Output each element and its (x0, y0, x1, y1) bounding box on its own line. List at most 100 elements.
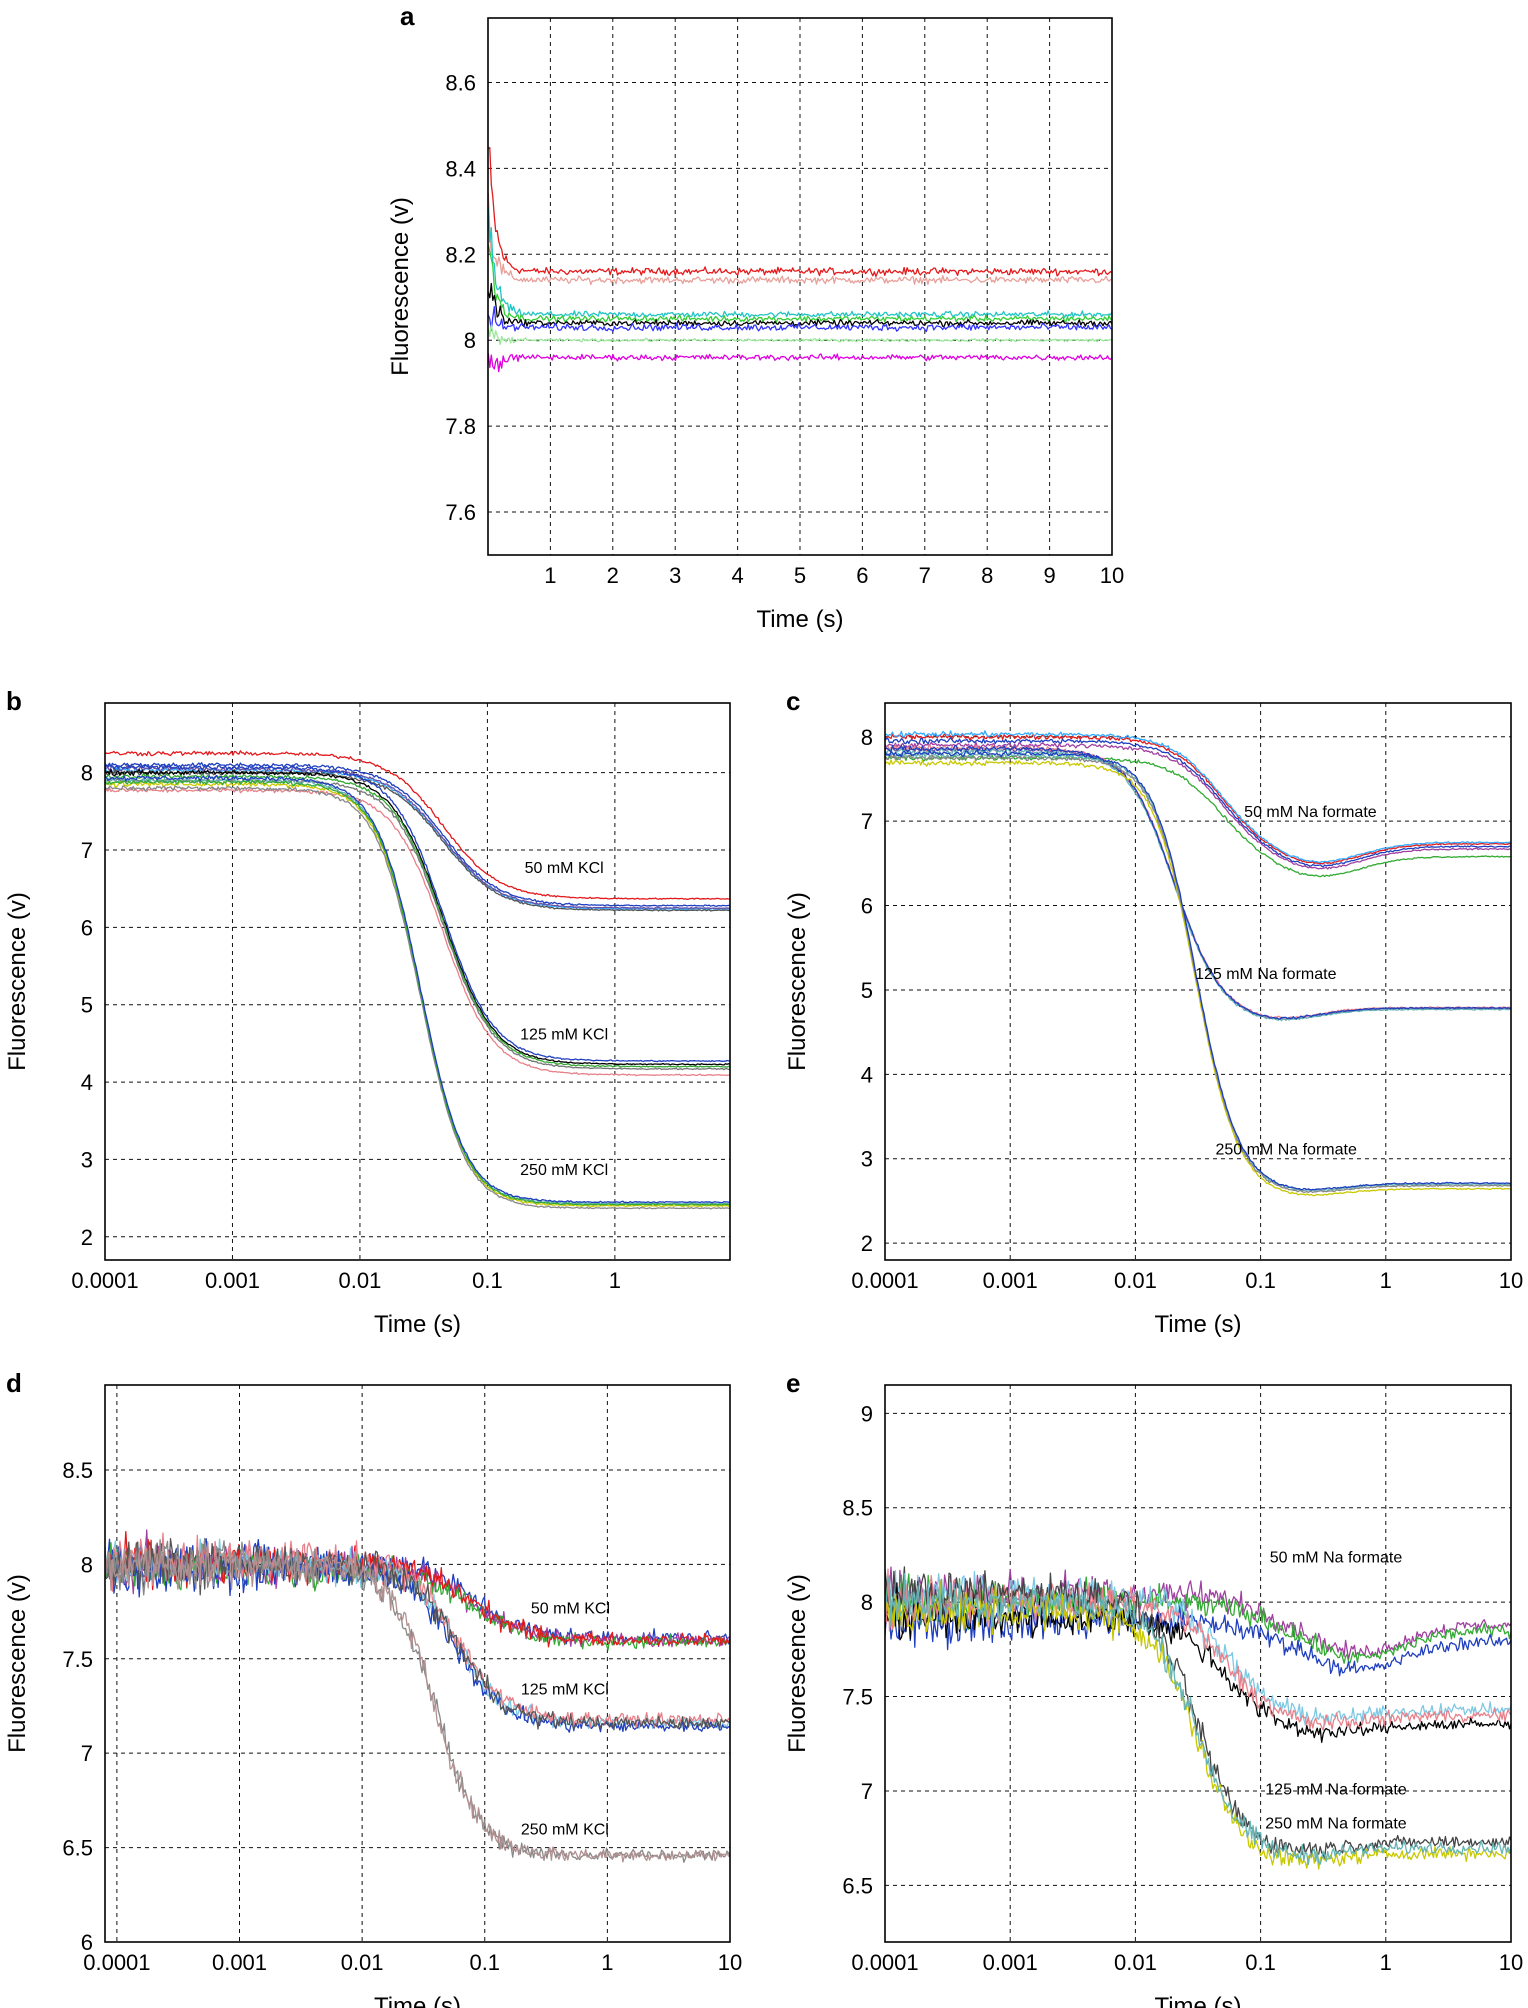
y-tick-label: 8 (861, 1590, 873, 1615)
x-tick-label: 0.1 (1245, 1268, 1276, 1293)
y-tick-label: 7.8 (445, 414, 476, 439)
y-tick-label: 8.2 (445, 242, 476, 267)
series-annotation: 250 mM Na formate (1265, 1816, 1406, 1833)
series-line (885, 1573, 1511, 1664)
plot-frame (884, 1384, 1512, 1943)
y-tick-label: 4 (861, 1062, 873, 1087)
series-line (105, 777, 730, 1205)
series-line (885, 747, 1511, 1022)
series-line (105, 768, 730, 912)
x-tick-label: 1 (544, 563, 556, 588)
y-tick-label: 8 (81, 1552, 93, 1577)
y-tick-label: 6.5 (62, 1836, 93, 1861)
x-tick-label: 9 (1043, 563, 1055, 588)
series-annotation: 50 mM KCl (525, 860, 604, 877)
y-tick-label: 4 (81, 1070, 93, 1095)
series-line (885, 1568, 1511, 1731)
y-tick-label: 7.6 (445, 500, 476, 525)
x-tick-label: 2 (607, 563, 619, 588)
x-tick-label: 0.0001 (83, 1950, 150, 1975)
panel-letter: b (6, 686, 22, 716)
y-tick-label: 7.5 (62, 1647, 93, 1672)
series-line (885, 1580, 1511, 1870)
x-tick-label: 1 (1380, 1268, 1392, 1293)
x-tick-label: 0.01 (1114, 1268, 1157, 1293)
series-line (105, 785, 730, 1210)
series-line (105, 774, 730, 1204)
x-axis-title: Time (s) (374, 1993, 461, 2008)
series-annotation: 125 mM Na formate (1265, 1782, 1406, 1799)
y-tick-label: 7.5 (842, 1685, 873, 1710)
y-tick-label: 7 (81, 838, 93, 863)
traces (885, 1566, 1511, 1870)
series-line (885, 1572, 1511, 1866)
x-tick-label: 4 (731, 563, 743, 588)
traces (885, 730, 1511, 1197)
y-tick-label: 5 (81, 993, 93, 1018)
series-line (885, 750, 1511, 1191)
series-line (488, 146, 1112, 278)
y-tick-label: 8.4 (445, 156, 476, 181)
x-tick-label: 3 (669, 563, 681, 588)
y-tick-label: 7 (861, 809, 873, 834)
series-line (105, 777, 730, 1071)
series-annotation: 125 mM KCl (521, 1682, 609, 1699)
x-tick-label: 0.001 (983, 1950, 1038, 1975)
x-tick-label: 0.1 (469, 1950, 500, 1975)
series-line (105, 762, 730, 907)
series-line (105, 764, 730, 1063)
y-tick-label: 6.5 (842, 1873, 873, 1898)
x-tick-label: 10 (1499, 1268, 1523, 1293)
y-tick-label: 6 (81, 1930, 93, 1955)
series-line (105, 773, 730, 1068)
x-tick-label: 0.001 (205, 1268, 260, 1293)
y-tick-label: 8 (464, 328, 476, 353)
x-tick-label: 0.01 (1114, 1950, 1157, 1975)
x-axis-title: Time (s) (1154, 1311, 1241, 1338)
series-line (105, 768, 730, 1066)
series-annotation: 125 mM KCl (520, 1027, 608, 1044)
panel-b: b 0.0001 0.001 0.01 0.1 1 2 3 4 5 6 7 8 Time (s) Fluor… (4, 686, 731, 1338)
series-line (488, 193, 1112, 286)
traces (105, 750, 730, 1210)
series-line (105, 1546, 730, 1733)
series-line (885, 754, 1511, 878)
y-tick-label: 2 (861, 1231, 873, 1256)
plot-frame (487, 17, 1113, 556)
x-tick-label: 0.1 (1245, 1950, 1276, 1975)
x-tick-label: 10 (1499, 1950, 1523, 1975)
series-line (105, 764, 730, 910)
y-tick-label: 8.6 (445, 70, 476, 95)
x-tick-label: 1 (1380, 1950, 1392, 1975)
series-line (105, 1538, 730, 1731)
y-tick-label: 6 (861, 894, 873, 919)
x-tick-label: 0.01 (341, 1950, 384, 1975)
x-tick-label: 8 (981, 563, 993, 588)
series-annotation: 50 mM Na formate (1270, 1549, 1403, 1566)
y-tick-label: 8 (861, 725, 873, 750)
y-tick-label: 7 (861, 1779, 873, 1804)
y-tick-label: 6 (81, 915, 93, 940)
y-tick-label: 8 (81, 761, 93, 786)
plot-frame (884, 702, 1512, 1261)
x-tick-label: 6 (856, 563, 868, 588)
y-axis-title: Fluorescence (v) (387, 197, 414, 376)
y-tick-label: 3 (861, 1147, 873, 1172)
x-tick-label: 0.0001 (851, 1268, 918, 1293)
series-line (105, 786, 730, 1077)
y-tick-label: 8.5 (842, 1496, 873, 1521)
x-tick-label: 0.0001 (71, 1268, 138, 1293)
x-tick-label: 10 (718, 1950, 742, 1975)
series-annotation: 250 mM Na formate (1215, 1142, 1356, 1159)
x-axis-title: Time (s) (1154, 1993, 1241, 2008)
series-annotation: 50 mM Na formate (1244, 804, 1377, 821)
y-tick-label: 5 (861, 978, 873, 1003)
x-tick-label: 0.001 (983, 1268, 1038, 1293)
panel-e: e 0.0001 0.001 0.01 0.1 1 10 6.5 7 7.5 8 8.5 9 Time (… (784, 1368, 1523, 2008)
x-tick-label: 5 (794, 563, 806, 588)
traces (488, 146, 1112, 373)
grid (105, 703, 730, 1260)
x-tick-label: 0.001 (212, 1950, 267, 1975)
series-annotation: 250 mM KCl (521, 1821, 609, 1838)
